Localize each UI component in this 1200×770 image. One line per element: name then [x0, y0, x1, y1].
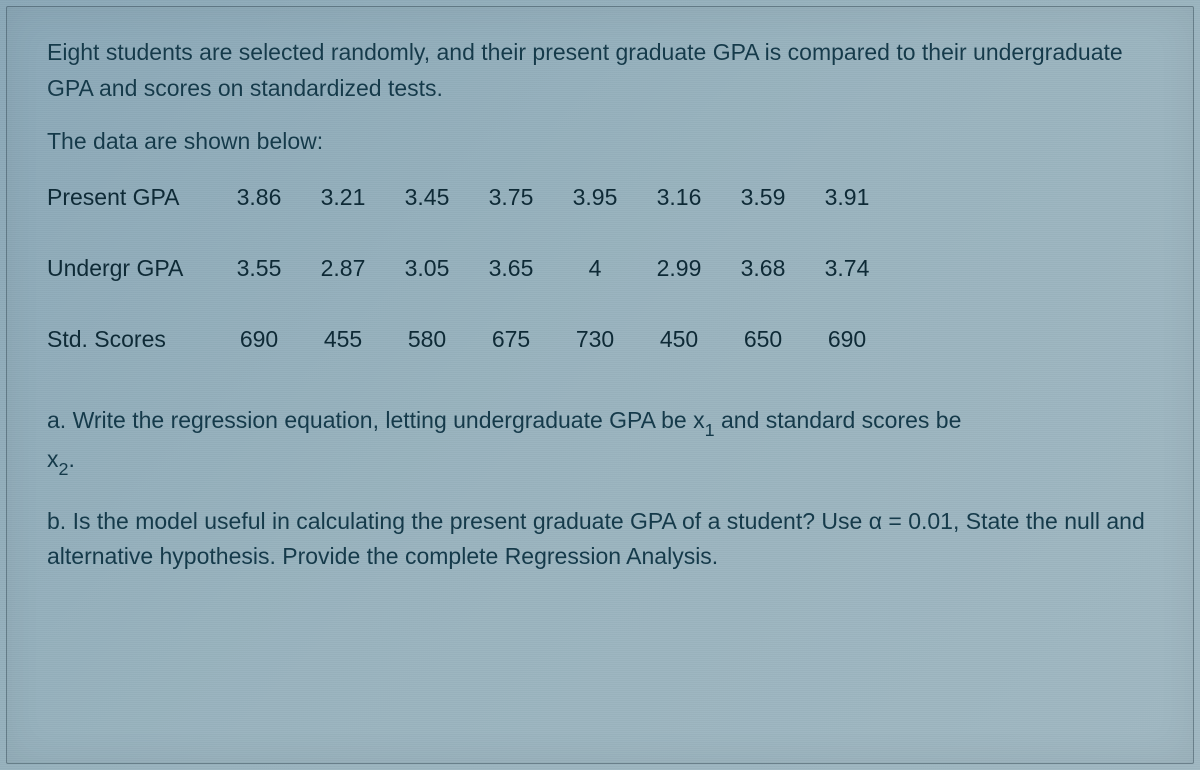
question-a: a. Write the regression equation, lettin… — [47, 403, 1153, 482]
cell: 455 — [301, 326, 385, 353]
question-b: b. Is the model useful in calculating th… — [47, 504, 1153, 575]
cell: 3.16 — [637, 184, 721, 211]
cell: 3.55 — [217, 255, 301, 282]
subscript-1: 1 — [705, 420, 715, 440]
cell: 3.65 — [469, 255, 553, 282]
cell: 2.87 — [301, 255, 385, 282]
qa-x2-x: x — [47, 446, 59, 472]
cell: 3.05 — [385, 255, 469, 282]
cell: 450 — [637, 326, 721, 353]
table-row: Undergr GPA 3.55 2.87 3.05 3.65 4 2.99 3… — [47, 255, 1153, 282]
cell: 3.21 — [301, 184, 385, 211]
data-table: Present GPA 3.86 3.21 3.45 3.75 3.95 3.1… — [47, 184, 1153, 353]
table-row: Std. Scores 690 455 580 675 730 450 650 … — [47, 326, 1153, 353]
qa-text-2: and standard scores be — [715, 407, 962, 433]
qa-x2-suffix: . — [68, 446, 74, 472]
subscript-2: 2 — [59, 459, 69, 479]
cell: 3.45 — [385, 184, 469, 211]
cell: 580 — [385, 326, 469, 353]
intro-paragraph-1: Eight students are selected randomly, an… — [47, 35, 1153, 106]
intro-paragraph-2: The data are shown below: — [47, 124, 1153, 160]
cell: 3.91 — [805, 184, 889, 211]
cell: 675 — [469, 326, 553, 353]
cell: 4 — [553, 255, 637, 282]
cell: 3.86 — [217, 184, 301, 211]
cell: 2.99 — [637, 255, 721, 282]
question-frame: Eight students are selected randomly, an… — [6, 6, 1194, 764]
table-row: Present GPA 3.86 3.21 3.45 3.75 3.95 3.1… — [47, 184, 1153, 211]
row-label-std-scores: Std. Scores — [47, 326, 217, 353]
cell: 3.59 — [721, 184, 805, 211]
row-label-present-gpa: Present GPA — [47, 184, 217, 211]
cell: 650 — [721, 326, 805, 353]
cell: 690 — [217, 326, 301, 353]
row-label-undergr-gpa: Undergr GPA — [47, 255, 217, 282]
cell: 690 — [805, 326, 889, 353]
cell: 3.68 — [721, 255, 805, 282]
cell: 730 — [553, 326, 637, 353]
qa-text-1: a. Write the regression equation, lettin… — [47, 407, 705, 433]
cell: 3.95 — [553, 184, 637, 211]
cell: 3.75 — [469, 184, 553, 211]
cell: 3.74 — [805, 255, 889, 282]
